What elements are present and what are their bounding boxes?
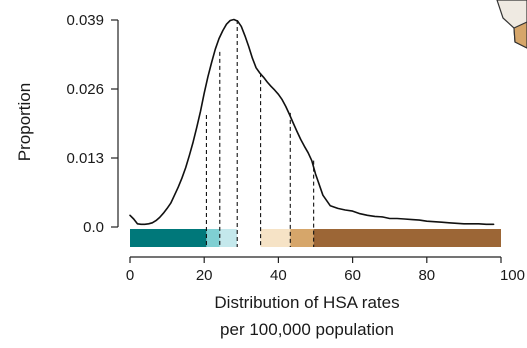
color-band-bar	[130, 229, 501, 247]
axes	[111, 19, 502, 263]
color-band-5	[290, 229, 314, 247]
x-tick-label-0: 0	[126, 267, 134, 284]
density-curve-0	[129, 18, 495, 226]
y-tick-label-0: 0.0	[83, 219, 104, 236]
x-tick-label-1: 20	[196, 267, 213, 284]
x-tick-label-4: 80	[418, 267, 435, 284]
y-tick-label-1: 0.013	[66, 150, 104, 167]
color-band-2	[219, 229, 238, 247]
map-fragment-shape	[496, 0, 527, 49]
x-axis-title-line-1: Distribution of HSA rates	[214, 293, 399, 312]
color-band-4	[260, 229, 291, 247]
y-tick-label-2: 0.026	[66, 81, 104, 98]
color-band-1	[206, 229, 220, 247]
map-fragment-tan	[513, 21, 527, 49]
y-axis-title: Proportion	[15, 83, 34, 161]
density-curve-layer	[129, 18, 495, 226]
color-band-0	[130, 229, 207, 247]
tick-labels: 0.0 0.013 0.026 0.039 0 20 40 60 80 100	[66, 12, 525, 284]
y-tick-label-3: 0.039	[66, 12, 104, 29]
color-band-3	[237, 229, 261, 247]
color-band-6	[313, 229, 501, 247]
cutoff-lines	[205, 20, 315, 247]
x-tick-label-5: 100	[500, 267, 525, 284]
x-tick-label-2: 40	[270, 267, 287, 284]
x-axis-title-line-2: per 100,000 population	[220, 320, 394, 339]
x-tick-label-3: 60	[344, 267, 361, 284]
